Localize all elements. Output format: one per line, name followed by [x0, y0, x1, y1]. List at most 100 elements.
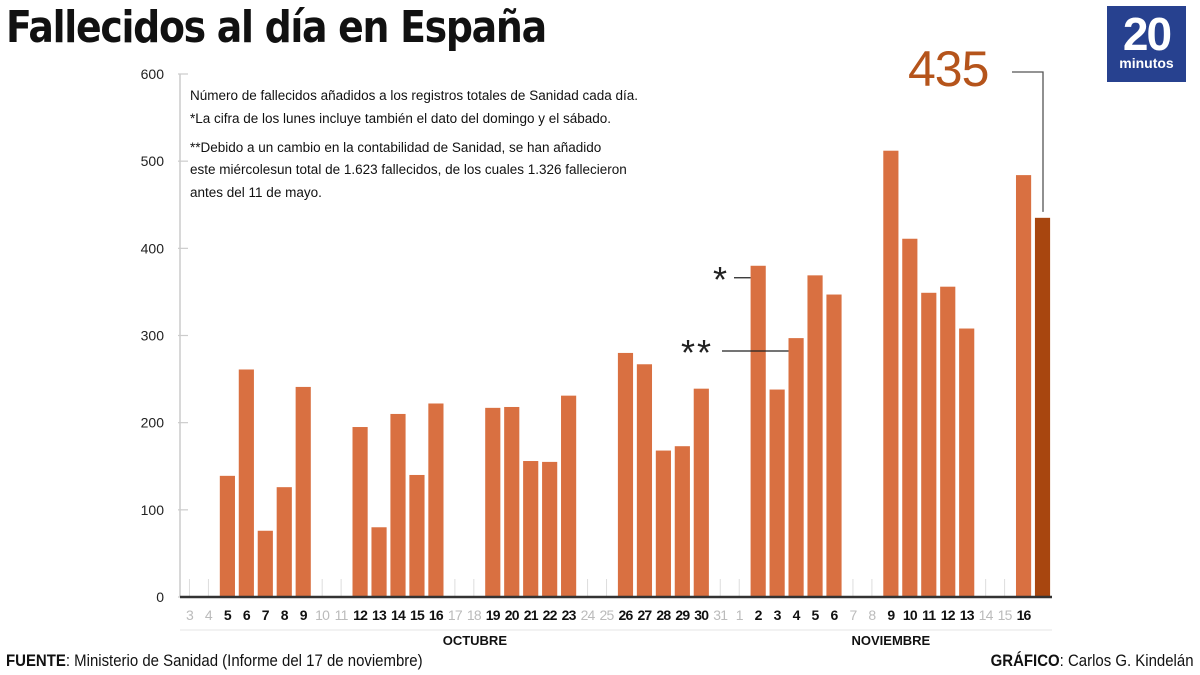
bar-day	[352, 427, 368, 597]
x-tick-label: 10	[903, 607, 918, 623]
x-tick-label: 22	[543, 607, 558, 623]
logo-word: minutos	[1119, 55, 1174, 71]
x-tick-label: 15	[410, 607, 425, 623]
credit-footer: GRÁFICO: Carlos G. Kindelán	[991, 651, 1194, 671]
source-text: : Ministerio de Sanidad (Informe del 17 …	[65, 651, 423, 670]
highlight-value-label: 435	[908, 41, 989, 97]
brand-logo: 20 minutos	[1107, 6, 1186, 82]
note-line-1: Número de fallecidos añadidos a los regi…	[190, 88, 639, 103]
x-tick-label: 11	[335, 607, 349, 623]
bars-layer	[219, 150, 1051, 597]
bar-day	[428, 403, 444, 597]
x-tick-label: 30	[694, 607, 709, 623]
bar-day	[561, 395, 577, 597]
y-tick-label: 600	[141, 66, 165, 82]
x-tick-label: 31	[713, 607, 728, 623]
x-tick-label: 12	[941, 607, 956, 623]
bar-day	[750, 265, 766, 597]
x-tick-label: 7	[262, 607, 270, 623]
bar-day	[826, 294, 842, 597]
x-tick-label: 4	[793, 607, 801, 623]
bar-day	[883, 150, 899, 597]
month-label: NOVIEMBRE	[852, 633, 931, 648]
x-tick-label: 16	[1017, 607, 1032, 623]
x-tick-label: 13	[372, 607, 387, 623]
y-tick-label: 400	[141, 240, 165, 256]
x-tick-label: 16	[429, 607, 444, 623]
x-tick-label: 21	[524, 607, 539, 623]
x-tick-label: 24	[581, 607, 596, 623]
x-tick-label: 11	[922, 607, 936, 623]
x-tick-label: 18	[467, 607, 482, 623]
x-tick-label: 6	[831, 607, 839, 623]
x-tick-label: 2	[755, 607, 763, 623]
bar-day	[788, 338, 804, 597]
x-tick-label: 9	[887, 607, 895, 623]
bar-day	[219, 475, 235, 597]
bar-day	[371, 527, 387, 597]
x-tick-label: 7	[849, 607, 857, 623]
bar-day	[409, 474, 425, 597]
bar-day	[542, 461, 558, 597]
x-tick-label: 14	[391, 607, 406, 623]
x-tick-label: 5	[224, 607, 232, 623]
source-label: FUENTE	[6, 651, 66, 670]
x-tick-label: 29	[675, 607, 690, 623]
credit-text: : Carlos G. Kindelán	[1060, 651, 1194, 670]
asterisk-marker: *	[713, 259, 727, 300]
bar-day	[238, 369, 254, 597]
x-tick-label: 10	[315, 607, 330, 623]
x-tick-label: 19	[486, 607, 501, 623]
note-line-5: antes del 11 de mayo.	[190, 185, 322, 200]
bar-day	[769, 389, 785, 597]
x-tick-label: 20	[505, 607, 520, 623]
x-tick-label: 3	[774, 607, 782, 623]
note-line-3: **Debido a un cambio en la contabilidad …	[190, 140, 602, 155]
bar-day	[807, 275, 823, 597]
y-tick-label: 100	[141, 502, 165, 518]
bar-day	[674, 446, 690, 597]
x-tick-label: 15	[998, 607, 1013, 623]
annotation-layer: ***	[681, 71, 1044, 373]
y-tick-label: 500	[141, 153, 165, 169]
bar-day	[902, 238, 918, 597]
x-tick-label: 6	[243, 607, 251, 623]
x-tick-label: 25	[600, 607, 615, 623]
bar-day	[655, 450, 671, 597]
bar-day	[921, 292, 937, 597]
x-tick-label: 4	[205, 607, 213, 623]
bar-day	[940, 286, 956, 597]
note-line-4: este miércolesun total de 1.623 fallecid…	[190, 162, 627, 177]
bar-day	[636, 364, 653, 597]
x-tick-label: 1	[736, 607, 744, 623]
x-tick-label: 26	[618, 607, 633, 623]
x-tick-label: 23	[562, 607, 577, 623]
bar-day	[617, 352, 634, 597]
y-tick-label: 300	[141, 328, 165, 344]
bar-day	[504, 406, 520, 597]
bar-day	[693, 388, 709, 597]
bar-day	[523, 461, 539, 597]
bar-highlight	[1034, 217, 1051, 597]
x-tick-label: 8	[868, 607, 876, 623]
x-tick-label: 5	[812, 607, 820, 623]
bar-day	[959, 328, 975, 597]
bar-day	[485, 407, 501, 597]
x-tick-label: 28	[656, 607, 671, 623]
source-footer: FUENTE: Ministerio de Sanidad (Informe d…	[6, 651, 423, 671]
x-tick-label: 9	[300, 607, 308, 623]
x-tick-label: 12	[353, 607, 368, 623]
double-asterisk-marker: **	[681, 332, 713, 373]
x-tick-label: 13	[960, 607, 975, 623]
logo-number: 20	[1122, 8, 1172, 60]
x-tick-label: 17	[448, 607, 463, 623]
bar-day	[295, 386, 311, 597]
page-title: Fallecidos al día en España	[6, 2, 547, 53]
highlight-leader-line	[1012, 71, 1044, 212]
bar-day	[257, 530, 273, 597]
x-tick-label: 8	[281, 607, 289, 623]
y-tick-label: 200	[141, 415, 165, 431]
credit-label: GRÁFICO	[991, 651, 1061, 670]
x-tick-label: 27	[637, 607, 652, 623]
note-line-2: *La cifra de los lunes incluye también e…	[190, 111, 612, 126]
